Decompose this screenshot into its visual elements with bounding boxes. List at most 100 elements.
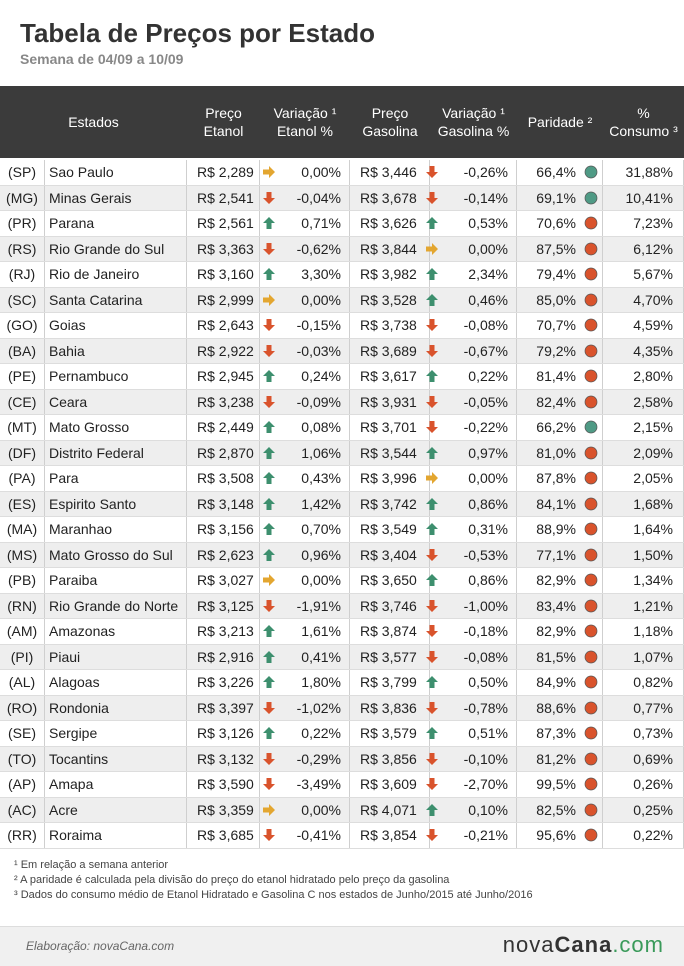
table-cell: R$ 2,289	[187, 160, 275, 185]
cell-text: Sergipe	[49, 725, 98, 742]
cell-text: 81,5%	[536, 649, 598, 665]
table-cell: -0,04%	[260, 185, 350, 210]
cell-text: Rio Grande do Norte	[49, 597, 179, 614]
logo-text: nova	[502, 932, 555, 957]
table-row: (RO) Rondonia R$ 3,397 -1,02% R$ 3,836 -0,78%…	[0, 695, 684, 721]
cell-text: 0,86%	[468, 572, 508, 589]
cell-text: R$ 2,449	[197, 419, 275, 435]
icon	[584, 318, 598, 332]
cell-text: R$ 3,678	[360, 190, 438, 206]
table-cell: R$ 4,071	[350, 797, 438, 822]
cell-text: 1,07%	[633, 648, 673, 665]
header-line: Estados	[68, 114, 119, 130]
cell-text: R$ 3,738	[360, 317, 438, 333]
icon-shape	[584, 548, 598, 562]
table-cell: R$ 3,617	[350, 364, 438, 389]
icon-shape	[584, 599, 598, 613]
icon-shape	[584, 420, 598, 434]
table-cell: 1,64%	[603, 517, 684, 542]
table-cell: 0,73%	[603, 721, 684, 746]
cell-text: 0,41%	[301, 648, 341, 665]
cell-text: -0,26%	[463, 164, 508, 181]
table-cell: (MA)	[0, 517, 45, 542]
icon	[262, 829, 275, 842]
table-cell: 79,2%	[517, 338, 603, 363]
icon-shape	[425, 701, 438, 714]
table-cell: 4,70%	[603, 287, 684, 312]
table-cell: R$ 3,799	[350, 670, 438, 695]
icon-shape	[584, 293, 598, 307]
table-cell: 2,80%	[603, 364, 684, 389]
column-header: % Consumo ³	[603, 86, 684, 158]
header-line: Variação ¹	[442, 105, 505, 121]
icon	[262, 574, 275, 587]
icon	[262, 446, 275, 459]
cell-text: (BA)	[8, 342, 36, 359]
icon	[584, 828, 598, 842]
icon-shape	[584, 624, 598, 638]
table-cell: 0,26%	[603, 772, 684, 797]
table-cell: 87,3%	[517, 721, 603, 746]
icon-shape	[584, 318, 598, 332]
table-cell: 70,7%	[517, 313, 603, 338]
table-cell: 0,50%	[430, 670, 517, 695]
cell-text: R$ 3,027	[197, 572, 275, 588]
cell-text: 87,3%	[536, 725, 598, 741]
table-cell: R$ 3,544	[350, 440, 438, 465]
cell-text: (PE)	[8, 368, 36, 385]
cell-text: (MA)	[6, 521, 38, 538]
icon-shape	[584, 446, 598, 460]
table-cell: R$ 3,156	[187, 517, 275, 542]
icon-shape	[584, 267, 598, 281]
cell-text: 0,22%	[468, 368, 508, 385]
icon	[262, 421, 275, 434]
icon	[425, 676, 438, 689]
icon	[584, 165, 598, 179]
table-cell: Santa Catarina	[45, 287, 187, 312]
cell-text: 70,6%	[536, 215, 598, 231]
icon	[262, 344, 275, 357]
table-cell: 6,12%	[603, 236, 684, 261]
table-cell: R$ 3,626	[350, 211, 438, 236]
icon	[584, 420, 598, 434]
table-cell: R$ 2,643	[187, 313, 275, 338]
table-row: (MG) Minas Gerais R$ 2,541 -0,04% R$ 3,678 -0…	[0, 185, 684, 211]
table-cell: Ceara	[45, 389, 187, 414]
table-cell: 83,4%	[517, 593, 603, 618]
icon-shape	[584, 395, 598, 409]
logo-text: .com	[612, 932, 664, 957]
cell-text: R$ 2,945	[197, 368, 275, 384]
table-cell: -1,02%	[260, 695, 350, 720]
table-cell: 0,51%	[430, 721, 517, 746]
icon	[584, 599, 598, 613]
table-cell: 81,2%	[517, 746, 603, 771]
cell-text: R$ 2,561	[197, 215, 275, 231]
icon	[262, 676, 275, 689]
cell-text: -0,05%	[463, 393, 508, 410]
table-cell: 1,18%	[603, 619, 684, 644]
subtitle: Semana de 04/09 a 10/09	[20, 51, 184, 67]
icon-shape	[425, 625, 438, 638]
cell-text: (AM)	[6, 623, 38, 640]
table-cell: 0,08%	[260, 415, 350, 440]
table-cell: Paraiba	[45, 568, 187, 593]
table-row: (CE) Ceara R$ 3,238 -0,09% R$ 3,931 -0,05% 82,…	[0, 389, 684, 415]
cell-text: 82,9%	[536, 572, 598, 588]
cell-text: -0,53%	[463, 546, 508, 563]
table-row: (RS) Rio Grande do Sul R$ 3,363 -0,62% R$ 3,…	[0, 236, 684, 262]
icon-shape	[584, 752, 598, 766]
cell-text: 87,5%	[536, 241, 598, 257]
cell-text: -0,22%	[463, 419, 508, 436]
table-cell: Rio de Janeiro	[45, 262, 187, 287]
table-cell: (RN)	[0, 593, 45, 618]
cell-text: R$ 3,742	[360, 496, 438, 512]
column-header: Variação ¹ Gasolina %	[430, 86, 517, 158]
icon	[584, 395, 598, 409]
footnote: ¹ Em relação a semana anterior	[14, 859, 169, 871]
icon-shape	[584, 369, 598, 383]
icon-shape	[262, 523, 275, 536]
cell-text: R$ 3,238	[197, 394, 275, 410]
cell-text: R$ 2,922	[197, 343, 275, 359]
icon-shape	[262, 676, 275, 689]
header-line: Variação ¹	[273, 105, 337, 121]
